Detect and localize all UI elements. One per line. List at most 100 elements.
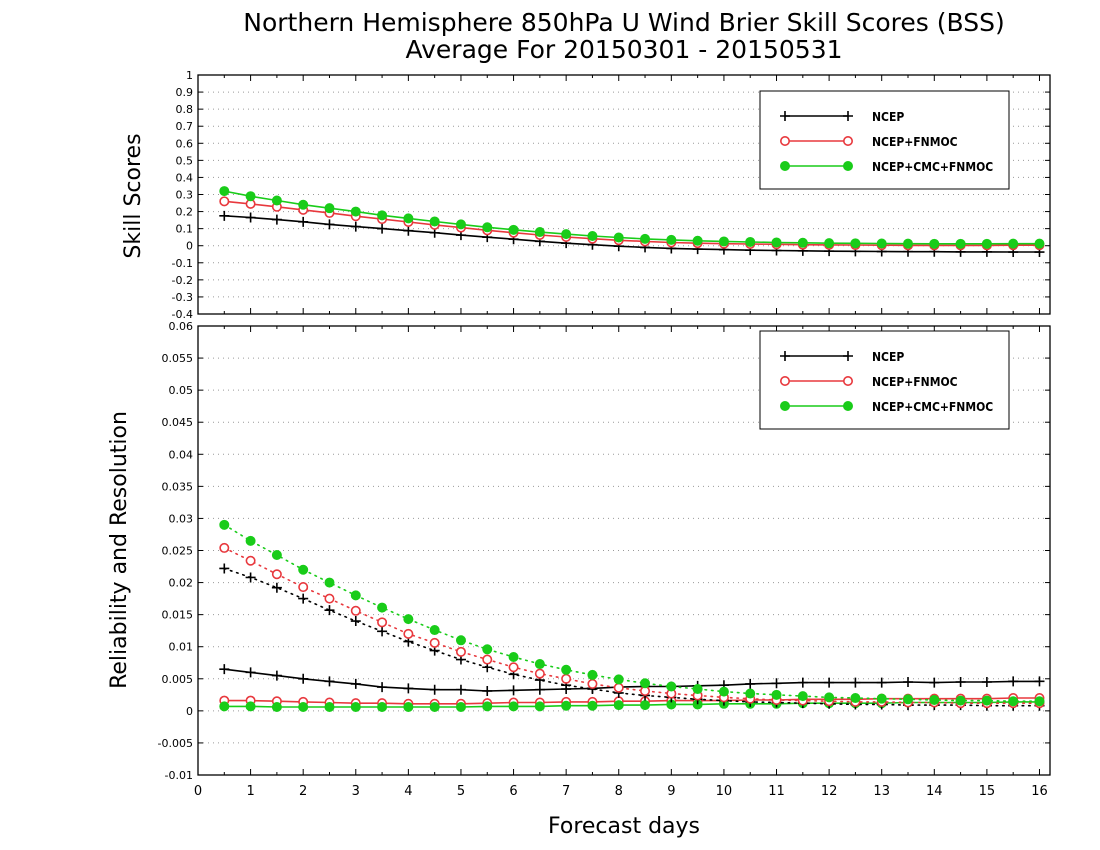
data-point: [666, 681, 677, 692]
bottom-y-axis-label: Reliability and Resolution: [107, 411, 132, 689]
data-point: [981, 695, 992, 706]
data-point: [850, 693, 861, 704]
data-point: [797, 691, 808, 702]
data-point: [666, 234, 677, 245]
x-tick-label: 4: [404, 784, 412, 799]
x-tick-label: 1: [246, 784, 254, 799]
y-tick-label: 0.035: [162, 480, 194, 493]
y-tick-label: 0.06: [169, 320, 194, 333]
data-point: [640, 233, 651, 244]
data-point: [824, 677, 835, 688]
legend-marker: [780, 111, 790, 121]
data-point: [850, 238, 861, 249]
data-point: [640, 700, 651, 711]
x-tick-label: 0: [194, 784, 202, 799]
data-point: [561, 700, 572, 711]
y-tick-label: 0.01: [169, 641, 194, 654]
data-point: [377, 210, 388, 221]
data-point: [1008, 696, 1019, 707]
data-point: [482, 685, 493, 696]
data-point: [403, 225, 414, 236]
y-tick-label: 0.2: [176, 206, 194, 219]
y-tick-label: 0.9: [176, 86, 194, 99]
y-tick-label: 0.02: [169, 577, 194, 590]
data-point: [377, 617, 388, 628]
data-point: [219, 701, 230, 712]
top-y-axis-label: Skill Scores: [121, 133, 146, 258]
bottom-panel: -0.01 -0.005 0 0.005 0.01 0.015 0.02 0.025 0.03 0…: [158, 320, 1051, 782]
data-point: [245, 535, 256, 546]
data-point: [298, 582, 309, 593]
legend-marker: [843, 351, 853, 361]
y-tick-label: 0.015: [162, 609, 194, 622]
data-point: [219, 519, 230, 530]
data-point: [271, 549, 282, 560]
data-point: [377, 602, 388, 613]
x-tick-label: 9: [667, 784, 675, 799]
series-dotted-3: [219, 563, 1045, 711]
data-point: [271, 670, 282, 681]
data-point: [955, 676, 966, 687]
data-point: [298, 702, 309, 713]
y-tick-label: -0.01: [165, 769, 193, 782]
data-point: [508, 651, 519, 662]
data-point: [771, 237, 782, 248]
x-tick-label: 12: [821, 784, 838, 799]
data-point: [482, 222, 493, 233]
data-point: [508, 224, 519, 235]
legend: NCEP NCEP+FNMOC NCEP+CMC+FNMOC: [759, 330, 1010, 430]
series-line: [223, 567, 1041, 707]
y-tick-label: 0.1: [176, 223, 194, 236]
series-line: [223, 215, 1041, 253]
series-dotted-5: [219, 519, 1045, 707]
data-point: [245, 212, 256, 223]
y-tick-label: 0.8: [176, 103, 194, 116]
legend-entry: NCEP+FNMOC: [872, 135, 958, 149]
data-point: [429, 637, 440, 648]
data-point: [850, 677, 861, 688]
y-tick-label: -0.4: [172, 308, 193, 321]
data-point: [613, 682, 624, 693]
data-point: [298, 564, 309, 575]
data-point: [482, 644, 493, 655]
data-point: [876, 693, 887, 704]
data-point: [298, 593, 309, 604]
legend-marker: [842, 375, 853, 386]
data-point: [824, 692, 835, 703]
y-tick-label: 0.05: [169, 384, 194, 397]
data-point: [745, 678, 756, 689]
data-point: [271, 582, 282, 593]
series-line: [223, 668, 1041, 692]
data-point: [245, 191, 256, 202]
data-point: [403, 628, 414, 639]
data-point: [508, 685, 519, 696]
data-point: [482, 654, 493, 665]
series-ncep-fnmoc: [219, 196, 1045, 251]
data-point: [219, 542, 230, 553]
data-point: [403, 614, 414, 625]
data-point: [350, 221, 361, 232]
x-tick-label: 5: [457, 784, 465, 799]
legend-marker: [843, 111, 853, 121]
y-tick-label: -0.3: [172, 291, 193, 304]
y-tick-label: 0.025: [162, 545, 194, 558]
y-tick-label: 0.045: [162, 416, 194, 429]
data-point: [981, 238, 992, 249]
data-point: [534, 668, 545, 679]
data-point: [455, 684, 466, 695]
y-tick-label: 0.055: [162, 352, 194, 365]
data-point: [245, 701, 256, 712]
data-point: [745, 236, 756, 247]
data-point: [718, 236, 729, 247]
data-point: [1008, 238, 1019, 249]
data-point: [271, 702, 282, 713]
data-point: [561, 664, 572, 675]
data-point: [271, 569, 282, 580]
data-point: [324, 577, 335, 588]
x-tick-label: 7: [562, 784, 570, 799]
data-point: [613, 700, 624, 711]
data-point: [377, 223, 388, 234]
y-tick-label: 0: [186, 705, 193, 718]
x-tick-label: 2: [299, 784, 307, 799]
legend-marker: [843, 401, 853, 411]
